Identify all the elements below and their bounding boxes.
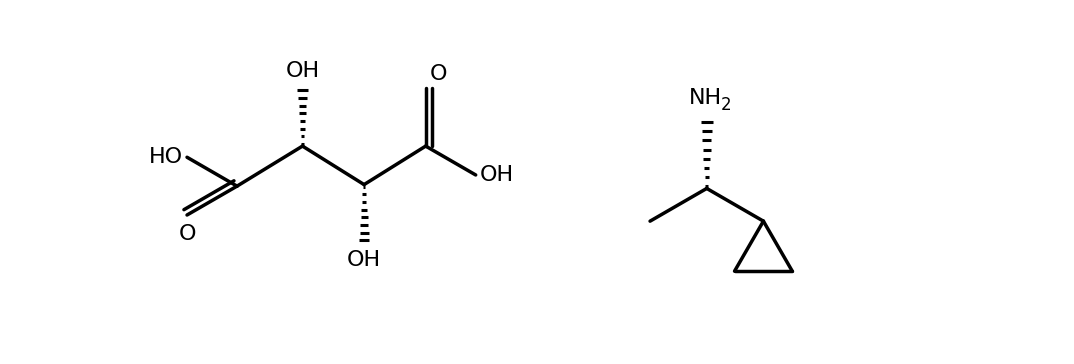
Text: HO: HO — [149, 147, 184, 167]
Text: O: O — [430, 64, 447, 84]
Text: O: O — [178, 224, 195, 244]
Text: OH: OH — [480, 165, 513, 185]
Text: OH: OH — [286, 61, 320, 81]
Text: NH: NH — [688, 88, 722, 108]
Text: OH: OH — [347, 250, 381, 270]
Text: 2: 2 — [721, 96, 731, 114]
